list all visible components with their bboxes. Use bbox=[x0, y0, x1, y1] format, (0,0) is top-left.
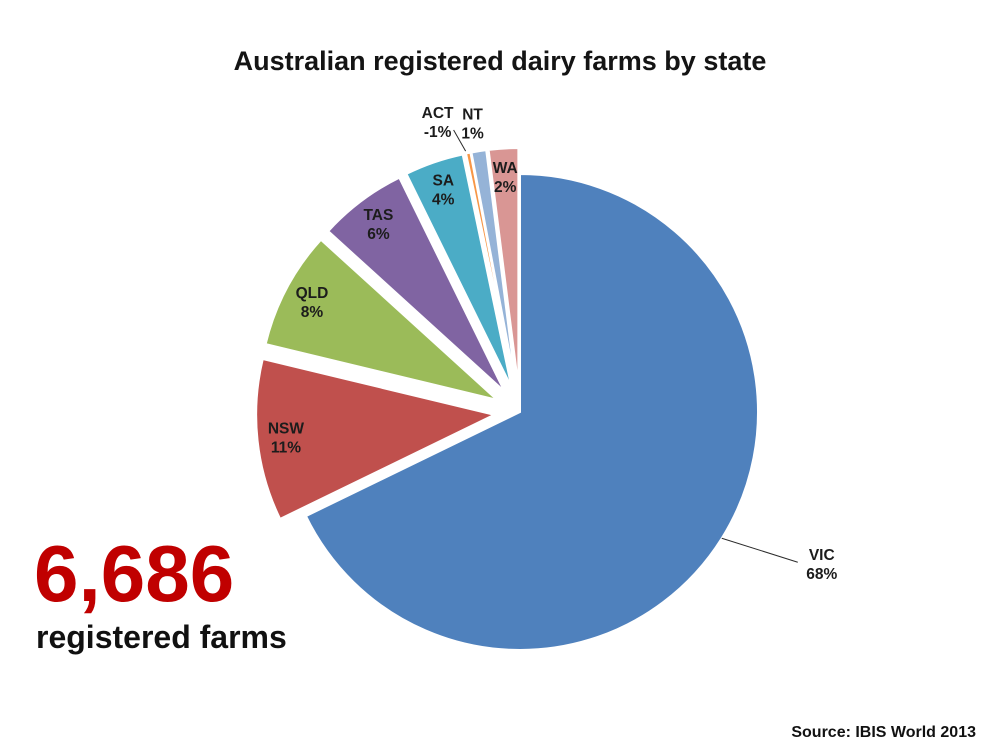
label-leader-line bbox=[721, 537, 798, 563]
slice-label-vic: VIC 68% bbox=[806, 547, 837, 583]
slice-label-nt: NT 1% bbox=[461, 107, 484, 143]
label-leader-line bbox=[453, 129, 467, 152]
slice-label-qld: QLD 8% bbox=[296, 285, 329, 321]
pie-slice-act bbox=[464, 151, 516, 387]
pie-slice-nsw bbox=[255, 357, 498, 521]
pie-slice-wa bbox=[487, 147, 520, 387]
pie-slice-nt bbox=[470, 149, 517, 387]
slice-label-act: ACT -1% bbox=[422, 105, 454, 141]
pie-slice-vic bbox=[304, 172, 759, 651]
source-note: Source: IBIS World 2013 bbox=[791, 724, 976, 741]
pie-slice-qld bbox=[264, 238, 498, 401]
chart-title: Australian registered dairy farms by sta… bbox=[233, 46, 767, 76]
big-number: 6,686 bbox=[34, 529, 235, 618]
slice-label-nsw: NSW 11% bbox=[268, 420, 305, 456]
pie-slice-tas bbox=[326, 176, 506, 392]
slice-label-sa: SA 4% bbox=[432, 172, 455, 208]
slice-label-wa: WA 2% bbox=[493, 160, 518, 196]
pie-slice-sa bbox=[405, 153, 513, 388]
slice-label-tas: TAS 6% bbox=[363, 207, 393, 243]
big-number-caption: registered farms bbox=[36, 619, 287, 655]
